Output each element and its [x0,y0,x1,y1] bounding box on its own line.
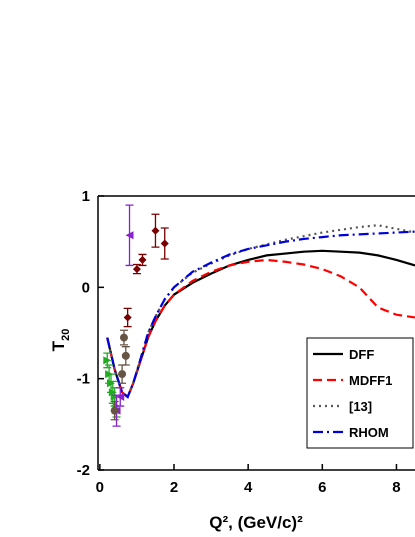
plot [103,204,415,427]
data-point [103,356,112,365]
legend-box [306,337,414,449]
data-point [119,333,128,342]
data-point [132,265,141,274]
data-point [110,406,119,415]
y-tick-label: -2 [77,462,90,479]
series-line [106,230,415,399]
data-point [151,226,160,235]
legend-label: MDFF1 [349,373,392,388]
data-point [125,231,134,240]
x-tick-label: 2 [170,479,178,496]
y-tick-label: 1 [82,188,90,205]
x-tick-label: 0 [96,479,104,496]
y-tick-label: 0 [82,279,90,296]
data-point [123,313,132,322]
y-axis-label: T20 [49,329,72,352]
x-axis-label: Q², (GeV/c)² [209,513,303,532]
y-axis-label-main: T [49,340,68,351]
x-tick-label: 8 [392,479,400,496]
legend-label: DFF [349,347,374,362]
x-tick-label: 4 [244,479,253,496]
y-axis-label-sub: 20 [60,329,72,341]
x-tick-label: 6 [318,479,326,496]
data-point [138,255,147,264]
legend-label: [13] [349,399,372,414]
legend-label: RHOM [349,425,389,440]
data-point [121,351,130,360]
data-point [160,239,169,248]
data-point [118,370,127,379]
y-tick-label: -1 [77,371,90,388]
data-point [116,392,125,401]
